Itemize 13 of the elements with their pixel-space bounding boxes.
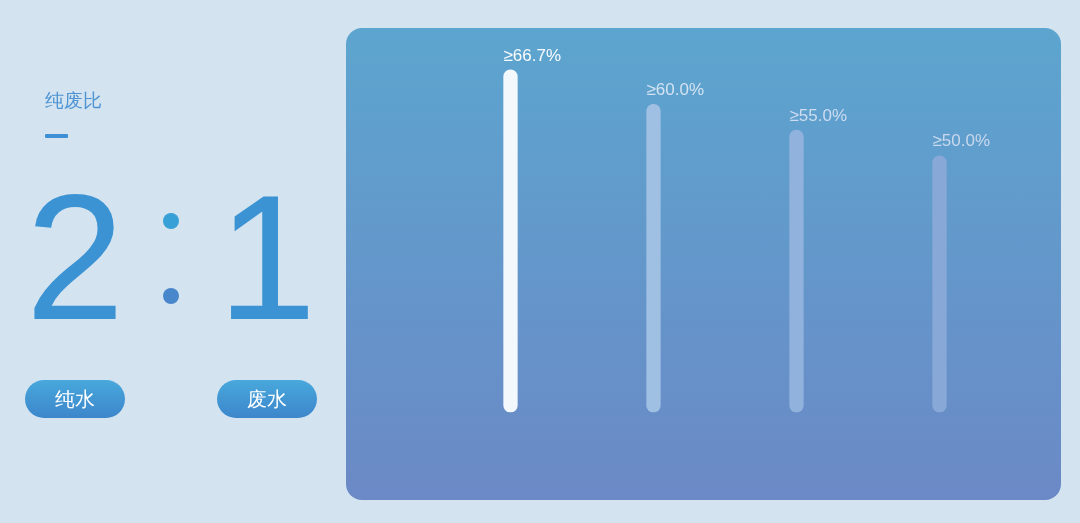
bar [646, 103, 661, 413]
data-label: ≥66.7% [503, 45, 562, 65]
data-label: ≥60.0% [646, 79, 705, 99]
text: 纯废比 [45, 89, 102, 113]
data-label: ≥55.0% [789, 105, 848, 125]
data-label: ≥50.0% [932, 131, 991, 151]
data-label: 2 [24, 158, 126, 357]
category-label: 纯水 [25, 380, 125, 418]
bar [503, 69, 518, 413]
category-label: 废水 [217, 380, 317, 418]
data-label: 1 [216, 158, 318, 357]
bar [789, 129, 804, 413]
bar [932, 155, 947, 413]
